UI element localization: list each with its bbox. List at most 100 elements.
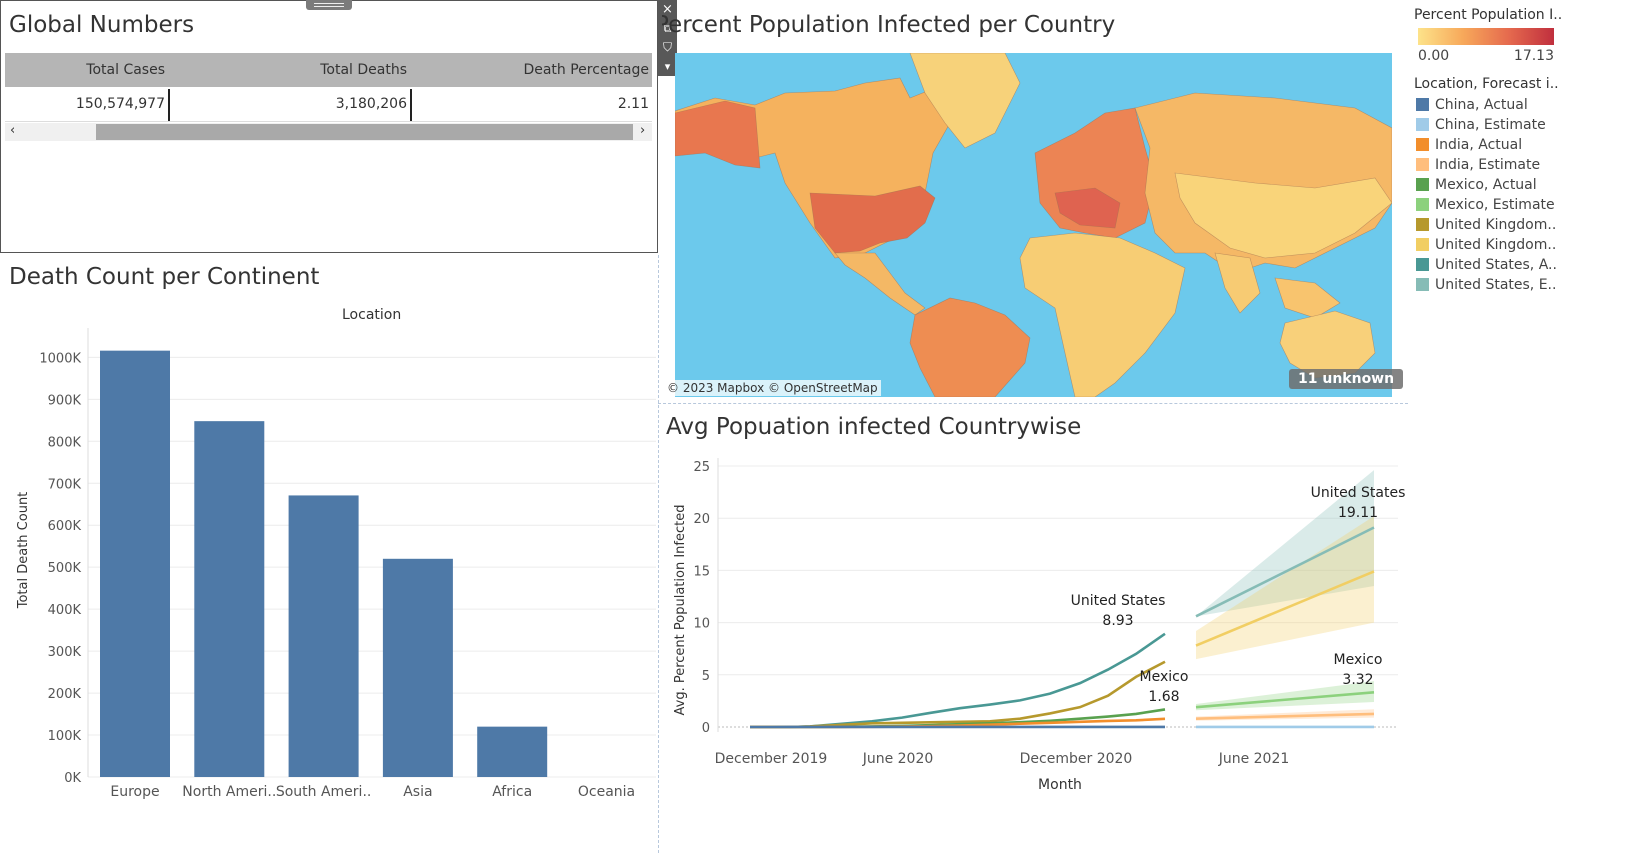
southeast-asia-shape[interactable] xyxy=(1274,277,1341,319)
legend-label: China, Estimate xyxy=(1435,117,1546,133)
legend-swatch xyxy=(1416,258,1429,271)
line-chart: 0 5 10 15 20 25 Avg. Percent Population Infect… xyxy=(673,458,1405,793)
map-attribution[interactable]: © 2023 Mapbox © OpenStreetMap xyxy=(664,380,881,396)
drag-handle[interactable] xyxy=(306,0,352,10)
legend-item[interactable]: Mexico, Estimate xyxy=(1416,195,1557,215)
greenland-shape[interactable] xyxy=(909,53,1021,149)
cell-death-percentage: 2.11 xyxy=(617,96,649,112)
bar[interactable] xyxy=(477,726,548,777)
legend-swatch xyxy=(1416,238,1429,251)
line-x-tick-label: December 2020 xyxy=(1020,751,1133,767)
bar-y-tick-label: 0K xyxy=(64,771,81,786)
series-line[interactable] xyxy=(750,632,1166,729)
bar-y-tick-label: 600K xyxy=(48,519,82,534)
annotation-value: 8.93 xyxy=(1102,613,1133,629)
central-asia-shape[interactable] xyxy=(1174,172,1392,259)
bar-chart-title: Death Count per Continent xyxy=(9,264,320,290)
legend-swatch xyxy=(1416,198,1429,211)
bar-x-axis-label: Location xyxy=(342,307,401,323)
line-y-tick-label: 25 xyxy=(693,460,710,475)
column-divider[interactable] xyxy=(168,89,170,121)
bar-category-label: North Ameri.. xyxy=(182,784,276,800)
bar[interactable] xyxy=(194,421,265,777)
more-options-icon[interactable]: ▾ xyxy=(664,60,671,73)
legend-item[interactable]: Mexico, Actual xyxy=(1416,175,1557,195)
bar-category-label: Oceania xyxy=(578,784,635,800)
header-total-deaths[interactable]: Total Deaths xyxy=(320,62,407,78)
bar-y-tick-label: 700K xyxy=(48,477,82,492)
column-divider[interactable] xyxy=(410,89,412,121)
series-line[interactable] xyxy=(1195,526,1375,618)
series-line[interactable] xyxy=(1195,570,1375,647)
legend-label: United Kingdom.. xyxy=(1435,217,1557,233)
map-svg[interactable] xyxy=(675,53,1392,397)
legend-item[interactable]: China, Actual xyxy=(1416,95,1557,115)
line-legend-title: Location, Forecast i.. xyxy=(1414,76,1559,92)
color-legend-min: 0.00 xyxy=(1418,48,1450,64)
legend-item[interactable]: United Kingdom.. xyxy=(1416,235,1557,255)
bar[interactable] xyxy=(288,495,359,777)
line-y-tick-label: 0 xyxy=(702,721,710,736)
bar[interactable] xyxy=(382,558,453,777)
legend-label: India, Estimate xyxy=(1435,157,1541,173)
bar-y-tick-label: 100K xyxy=(48,729,82,744)
cell-total-deaths: 3,180,206 xyxy=(335,96,407,112)
legend-item[interactable]: China, Estimate xyxy=(1416,115,1557,135)
legend-item[interactable]: United States, E.. xyxy=(1416,275,1557,295)
legend-item[interactable]: India, Actual xyxy=(1416,135,1557,155)
unknown-badge[interactable]: 11 unknown xyxy=(1289,369,1404,389)
annotation-label: Mexico xyxy=(1140,669,1189,685)
map-title: Percent Population Infected per Country xyxy=(662,12,1127,38)
bar-y-tick-label: 500K xyxy=(48,561,82,576)
mexico-shape[interactable] xyxy=(834,252,926,316)
line-x-tick-label: December 2019 xyxy=(715,751,828,767)
close-icon[interactable]: × xyxy=(662,2,673,17)
usa-shape[interactable] xyxy=(809,185,936,254)
row-divider xyxy=(5,121,652,122)
bar-chart: Location Total Death Count 0K 100K 200K 300K 4… xyxy=(16,307,656,800)
legend-label: United States, A.. xyxy=(1435,257,1557,273)
line-x-tick-label: June 2021 xyxy=(1218,751,1290,767)
legend-label: China, Actual xyxy=(1435,97,1528,113)
floating-toolbar: × ⧉ ⛉ ▾ xyxy=(658,0,677,76)
annotation-label: Mexico xyxy=(1334,652,1383,668)
south-america-shape[interactable] xyxy=(909,297,1031,397)
world-map[interactable] xyxy=(675,53,1392,397)
color-legend-max: 17.13 xyxy=(1513,48,1554,64)
alaska-shape[interactable] xyxy=(675,100,761,169)
series-line[interactable] xyxy=(1195,712,1375,720)
line-y-tick-label: 15 xyxy=(693,564,710,579)
bar-y-tick-label: 1000K xyxy=(39,351,81,366)
scroll-right-icon[interactable]: › xyxy=(640,123,646,138)
line-x-axis-label: Month xyxy=(1038,777,1082,793)
africa-shape[interactable] xyxy=(1019,232,1186,397)
table-header xyxy=(5,53,652,87)
header-death-percentage[interactable]: Death Percentage xyxy=(523,62,649,78)
scrollbar-thumb[interactable] xyxy=(96,124,633,140)
bar[interactable] xyxy=(100,350,170,777)
india-shape[interactable] xyxy=(1214,252,1261,314)
australia-shape[interactable] xyxy=(1279,310,1376,379)
legend-label: Mexico, Estimate xyxy=(1435,197,1555,213)
annotation-value: 19.11 xyxy=(1338,505,1378,521)
popout-icon[interactable]: ⧉ xyxy=(663,22,672,35)
line-chart-title: Avg Popuation infected Countrywise xyxy=(666,414,1082,440)
line-x-tick-label: June 2020 xyxy=(862,751,934,767)
legend-label: Mexico, Actual xyxy=(1435,177,1537,193)
legend-item[interactable]: United States, A.. xyxy=(1416,255,1557,275)
filter-icon[interactable]: ⛉ xyxy=(662,40,672,54)
legend-swatch xyxy=(1416,218,1429,231)
cell-total-cases: 150,574,977 xyxy=(75,96,165,112)
line-legend: China, Actual China, Estimate India, Actua… xyxy=(1416,95,1557,295)
scroll-left-icon[interactable]: ‹ xyxy=(10,123,16,138)
legend-item[interactable]: India, Estimate xyxy=(1416,155,1557,175)
color-legend-title: Percent Population I.. xyxy=(1414,7,1563,23)
legend-item[interactable]: United Kingdom.. xyxy=(1416,215,1557,235)
series-line[interactable] xyxy=(1195,691,1375,709)
central-europe-shape[interactable] xyxy=(1054,187,1121,229)
legend-label: United States, E.. xyxy=(1435,277,1557,293)
legend-swatch xyxy=(1416,138,1429,151)
legend-swatch xyxy=(1416,158,1429,171)
line-y-axis-label: Avg. Percent Population Infected xyxy=(673,505,688,716)
header-total-cases[interactable]: Total Cases xyxy=(86,62,165,78)
